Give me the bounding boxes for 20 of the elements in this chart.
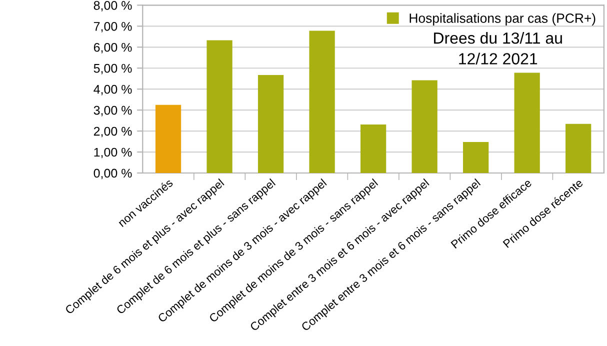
y-tick-label: 5,00 %: [94, 64, 132, 74]
y-tick-label: 0,00 %: [94, 168, 132, 180]
y-tick-label: 6,00 %: [94, 42, 132, 54]
bar: [258, 75, 284, 173]
annotation: Drees du 13/11 au 12/12 2021: [434, 32, 562, 64]
y-tick-label: 2,00 %: [94, 126, 132, 138]
bar: [412, 80, 438, 173]
y-tick-label: 8,00 %: [94, 0, 132, 12]
y-tick-label: 3,00 %: [94, 106, 132, 116]
y-tick-label: 1,00 %: [94, 148, 132, 158]
bar: [566, 124, 592, 173]
bar: [155, 104, 182, 173]
bar: [309, 30, 335, 173]
bar: [360, 124, 386, 173]
y-tick-label: 4,00 %: [94, 84, 132, 96]
legend-label: Hospitalisations par cas (PCR+): [410, 13, 596, 26]
y-tick-label: 7,00 %: [94, 22, 132, 32]
bar: [514, 72, 540, 173]
bar: [463, 142, 489, 173]
bar: [206, 40, 232, 173]
